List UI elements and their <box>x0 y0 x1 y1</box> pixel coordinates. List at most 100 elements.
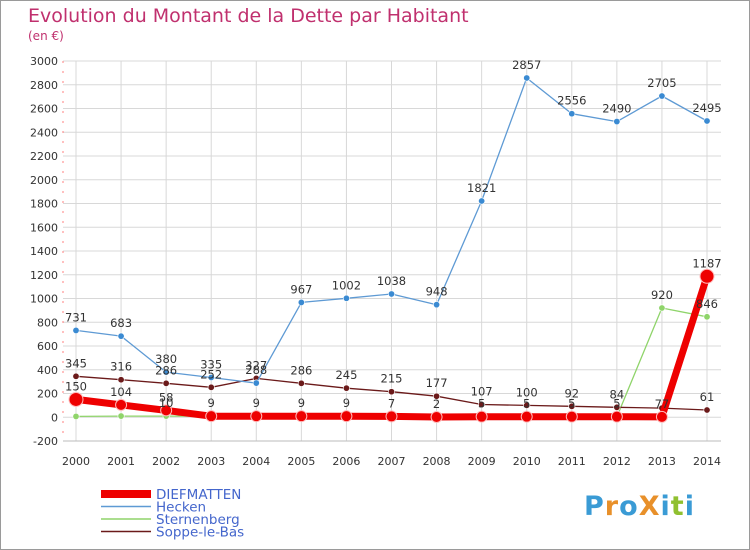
data-label: 2705 <box>647 76 676 90</box>
data-point <box>658 304 666 312</box>
data-point <box>117 412 125 420</box>
data-label: 288 <box>245 363 267 377</box>
data-point <box>703 117 711 125</box>
data-label: 9 <box>298 396 305 410</box>
data-point <box>342 294 350 302</box>
data-point <box>162 379 170 387</box>
x-tick-label: 2011 <box>558 455 586 468</box>
y-tick-label: 1600 <box>30 221 58 234</box>
data-label: 100 <box>516 385 538 399</box>
y-tick-label: 400 <box>37 364 58 377</box>
data-point <box>387 290 395 298</box>
legend-label: Hecken <box>156 500 206 516</box>
data-label: 7 <box>388 396 395 410</box>
y-tick-label: 2000 <box>30 174 58 187</box>
data-point <box>699 268 715 284</box>
y-tick-label: 600 <box>37 340 58 353</box>
logo-letter: X <box>638 491 661 522</box>
data-label: 9 <box>208 396 215 410</box>
data-label: 9 <box>343 396 350 410</box>
x-tick-label: 2002 <box>152 455 180 468</box>
data-point <box>475 410 488 423</box>
data-label: 77 <box>655 397 670 411</box>
x-tick-label: 2009 <box>468 455 496 468</box>
logo-letter: i <box>684 491 695 522</box>
data-point <box>523 74 531 82</box>
data-point <box>207 383 215 391</box>
logo-letter: P <box>584 491 605 522</box>
x-tick-label: 2010 <box>513 455 541 468</box>
data-label: 10 <box>159 396 174 410</box>
data-label: 215 <box>381 372 403 386</box>
data-point <box>658 92 666 100</box>
data-label: 683 <box>110 316 132 330</box>
data-label: 1187 <box>692 256 721 270</box>
y-tick-label: 1800 <box>30 198 58 211</box>
data-label: 2 <box>433 397 440 411</box>
data-label: 335 <box>200 357 222 371</box>
data-label: 107 <box>471 385 493 399</box>
y-tick-label: 0 <box>51 411 58 424</box>
x-tick-label: 2005 <box>287 455 315 468</box>
data-point <box>568 110 576 118</box>
data-label: 150 <box>65 379 87 393</box>
data-point <box>610 410 623 423</box>
data-point <box>655 410 668 423</box>
y-tick-label: 2800 <box>30 79 58 92</box>
y-tick-label: 1400 <box>30 245 58 258</box>
data-point <box>160 404 173 417</box>
data-point <box>117 332 125 340</box>
data-label: 920 <box>651 288 673 302</box>
legend-label: Soppe-le-Bas <box>156 525 244 541</box>
y-tick-label: 3000 <box>30 55 58 68</box>
data-point <box>478 197 486 205</box>
data-point <box>207 373 215 381</box>
axes: -200 0 200 400 600 800 1000 1200 1400 1600 1800 200… <box>30 55 721 468</box>
data-label: 61 <box>700 390 715 404</box>
data-point <box>568 402 576 410</box>
data-label: 5 <box>478 397 485 411</box>
data-label: 5 <box>613 397 620 411</box>
data-point <box>520 410 533 423</box>
data-label: 5 <box>523 397 530 411</box>
y-tick-label: 200 <box>37 388 58 401</box>
data-label: 177 <box>426 376 448 390</box>
legend-label: DIEFMATTEN <box>156 487 241 503</box>
y-tick-label: 1200 <box>30 269 58 282</box>
series-layer <box>68 74 715 424</box>
data-label: 252 <box>200 367 222 381</box>
data-label: 948 <box>426 285 448 299</box>
chart-subtitle: (en €) <box>28 29 64 43</box>
data-label: 286 <box>155 363 177 377</box>
data-point <box>72 372 80 380</box>
data-point <box>117 376 125 384</box>
x-tick-label: 2003 <box>197 455 225 468</box>
data-point <box>252 379 260 387</box>
data-point <box>205 410 218 423</box>
data-label: 2857 <box>512 58 541 72</box>
data-label: 2495 <box>692 101 721 115</box>
data-point <box>433 301 441 309</box>
data-label: 1821 <box>467 181 496 195</box>
data-label: 84 <box>610 387 625 401</box>
x-tick-label: 2004 <box>242 455 270 468</box>
data-label: 1002 <box>332 278 361 292</box>
data-point <box>703 313 711 321</box>
data-point <box>297 298 305 306</box>
data-point <box>565 410 578 423</box>
x-tick-label: 2007 <box>378 455 406 468</box>
data-point <box>295 410 308 423</box>
data-point <box>297 379 305 387</box>
x-tick-label: 2008 <box>423 455 451 468</box>
data-label: 731 <box>65 310 87 324</box>
logo-letter: r <box>604 491 620 522</box>
data-label: 380 <box>155 352 177 366</box>
y-tick-label: 1000 <box>30 293 58 306</box>
data-label: 327 <box>245 358 267 372</box>
data-point <box>115 398 128 411</box>
data-point <box>387 388 395 396</box>
data-label: 286 <box>290 363 312 377</box>
data-point <box>68 391 84 407</box>
